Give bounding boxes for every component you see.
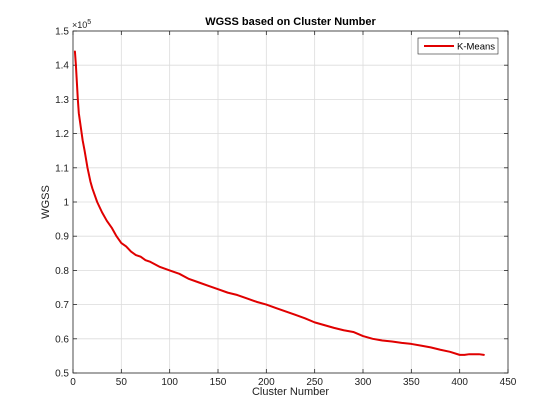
x-tick-label: 150 bbox=[210, 377, 227, 388]
legend: K-Means bbox=[417, 37, 499, 55]
series-line-k-means bbox=[73, 50, 485, 356]
y-tick-label: 0.8 bbox=[55, 266, 69, 277]
x-tick-label: 200 bbox=[258, 377, 275, 388]
y-tick-label: 1.3 bbox=[55, 95, 69, 106]
y-multiplier: ×105 bbox=[72, 19, 91, 30]
y-tick-label: 1.4 bbox=[55, 61, 69, 72]
x-tick-label: 450 bbox=[500, 377, 517, 388]
x-tick-label: 300 bbox=[355, 377, 372, 388]
grid-lines bbox=[72, 30, 509, 374]
y-tick-label: 0.5 bbox=[55, 369, 69, 380]
x-tick-labels: 0 50 100 150 200 250 300 350 400 450 bbox=[70, 377, 517, 388]
y-tick-label: 0.6 bbox=[55, 334, 69, 345]
y-tick-label: 0.9 bbox=[55, 232, 69, 243]
x-tick-label: 350 bbox=[403, 377, 420, 388]
y-multiplier-base: ×10 bbox=[72, 20, 87, 30]
y-tick-labels: 0.5 0.6 0.7 0.8 0.9 1 1.1 1.2 1.3 1.4 1.5 bbox=[55, 27, 69, 380]
y-axis-label: WGSS bbox=[40, 185, 52, 219]
legend-label-k-means: K-Means bbox=[457, 42, 495, 53]
legend-box bbox=[417, 37, 499, 55]
x-axis-label: Cluster Number bbox=[252, 386, 329, 398]
y-tick-label: 1.5 bbox=[55, 27, 69, 38]
x-tick-label: 100 bbox=[161, 377, 178, 388]
axis-ticks bbox=[72, 30, 509, 374]
y-tick-label: 1.2 bbox=[55, 129, 69, 140]
x-tick-label: 50 bbox=[116, 377, 128, 388]
series-layer bbox=[73, 50, 485, 356]
y-tick-label: 0.7 bbox=[55, 300, 69, 311]
x-tick-label: 400 bbox=[451, 377, 468, 388]
chart-title: WGSS based on Cluster Number bbox=[205, 16, 376, 28]
y-tick-label: 1.1 bbox=[55, 163, 69, 174]
y-tick-label: 1 bbox=[63, 198, 69, 209]
y-multiplier-exponent: 5 bbox=[87, 19, 91, 26]
x-tick-label: 250 bbox=[306, 377, 323, 388]
x-tick-label: 0 bbox=[70, 377, 76, 388]
